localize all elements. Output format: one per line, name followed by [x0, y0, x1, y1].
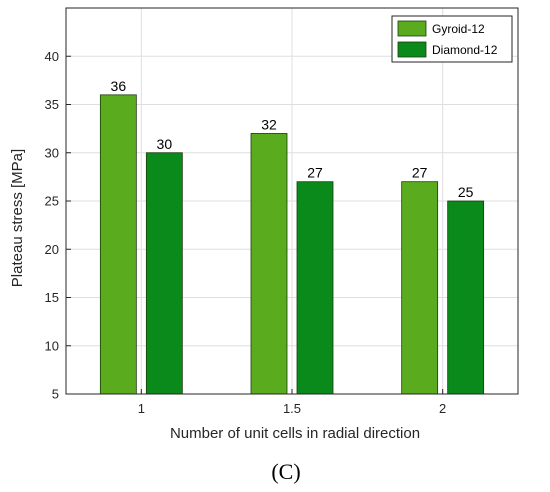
y-tick-label: 30: [45, 145, 59, 160]
grid-lines: [66, 8, 518, 395]
x-axis-label: Number of unit cells in radial direction: [170, 425, 420, 442]
y-tick-label: 5: [52, 387, 59, 402]
y-tick-label: 40: [45, 49, 59, 64]
bar: [401, 181, 439, 395]
y-tick-label: 35: [45, 97, 59, 112]
data-label: 30: [157, 136, 173, 152]
bar: [296, 181, 334, 395]
bar: [145, 152, 183, 395]
bar: [250, 133, 288, 395]
legend: Gyroid-12 Diamond-12: [391, 15, 513, 63]
panel-label: (C): [271, 459, 300, 484]
x-tick-label: 2: [439, 401, 446, 416]
legend-swatch: [397, 20, 427, 37]
data-label: 25: [458, 184, 474, 200]
y-tick-label: 15: [45, 290, 59, 305]
data-labels: 36 32 27 30 27 25: [111, 78, 474, 200]
y-tick-label: 20: [45, 242, 59, 257]
y-tick-label: 25: [45, 194, 59, 209]
bar: [99, 94, 137, 395]
data-label: 32: [261, 116, 277, 132]
data-label: 27: [307, 165, 323, 181]
legend-label: Diamond-12: [432, 43, 498, 57]
legend-swatch: [397, 41, 427, 58]
x-tick-label: 1.5: [283, 401, 301, 416]
plot-frame: [65, 7, 519, 395]
y-axis-label: Plateau stress [MPa]: [9, 149, 26, 287]
x-tick-label: 1: [138, 401, 145, 416]
tick-labels: 5 10 15 20 25 30 35 40 1 1.5 2: [45, 49, 447, 416]
data-label: 36: [111, 78, 127, 94]
legend-label: Gyroid-12: [432, 22, 485, 36]
data-label: 27: [412, 165, 428, 181]
axes: [65, 7, 519, 395]
bar: [447, 200, 485, 395]
bars: [99, 94, 485, 395]
y-tick-label: 10: [45, 338, 59, 353]
